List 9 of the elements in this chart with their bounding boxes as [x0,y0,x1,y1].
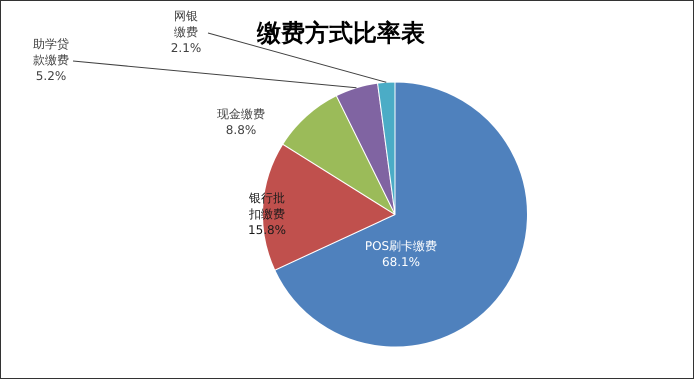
slice-label: 网银缴费 [174,9,198,40]
data-label: 8.8% [226,123,256,138]
data-label: 5.2% [36,69,66,84]
slice-label: 助学贷款缴费 [33,37,69,68]
slice-label: POS刷卡缴费 [364,239,438,254]
data-label: 68.1% [382,255,420,270]
slice-label: 现金缴费 [217,107,265,122]
data-label: 2.1% [170,41,202,56]
chart-title: 缴费方式比率表 [256,19,425,48]
